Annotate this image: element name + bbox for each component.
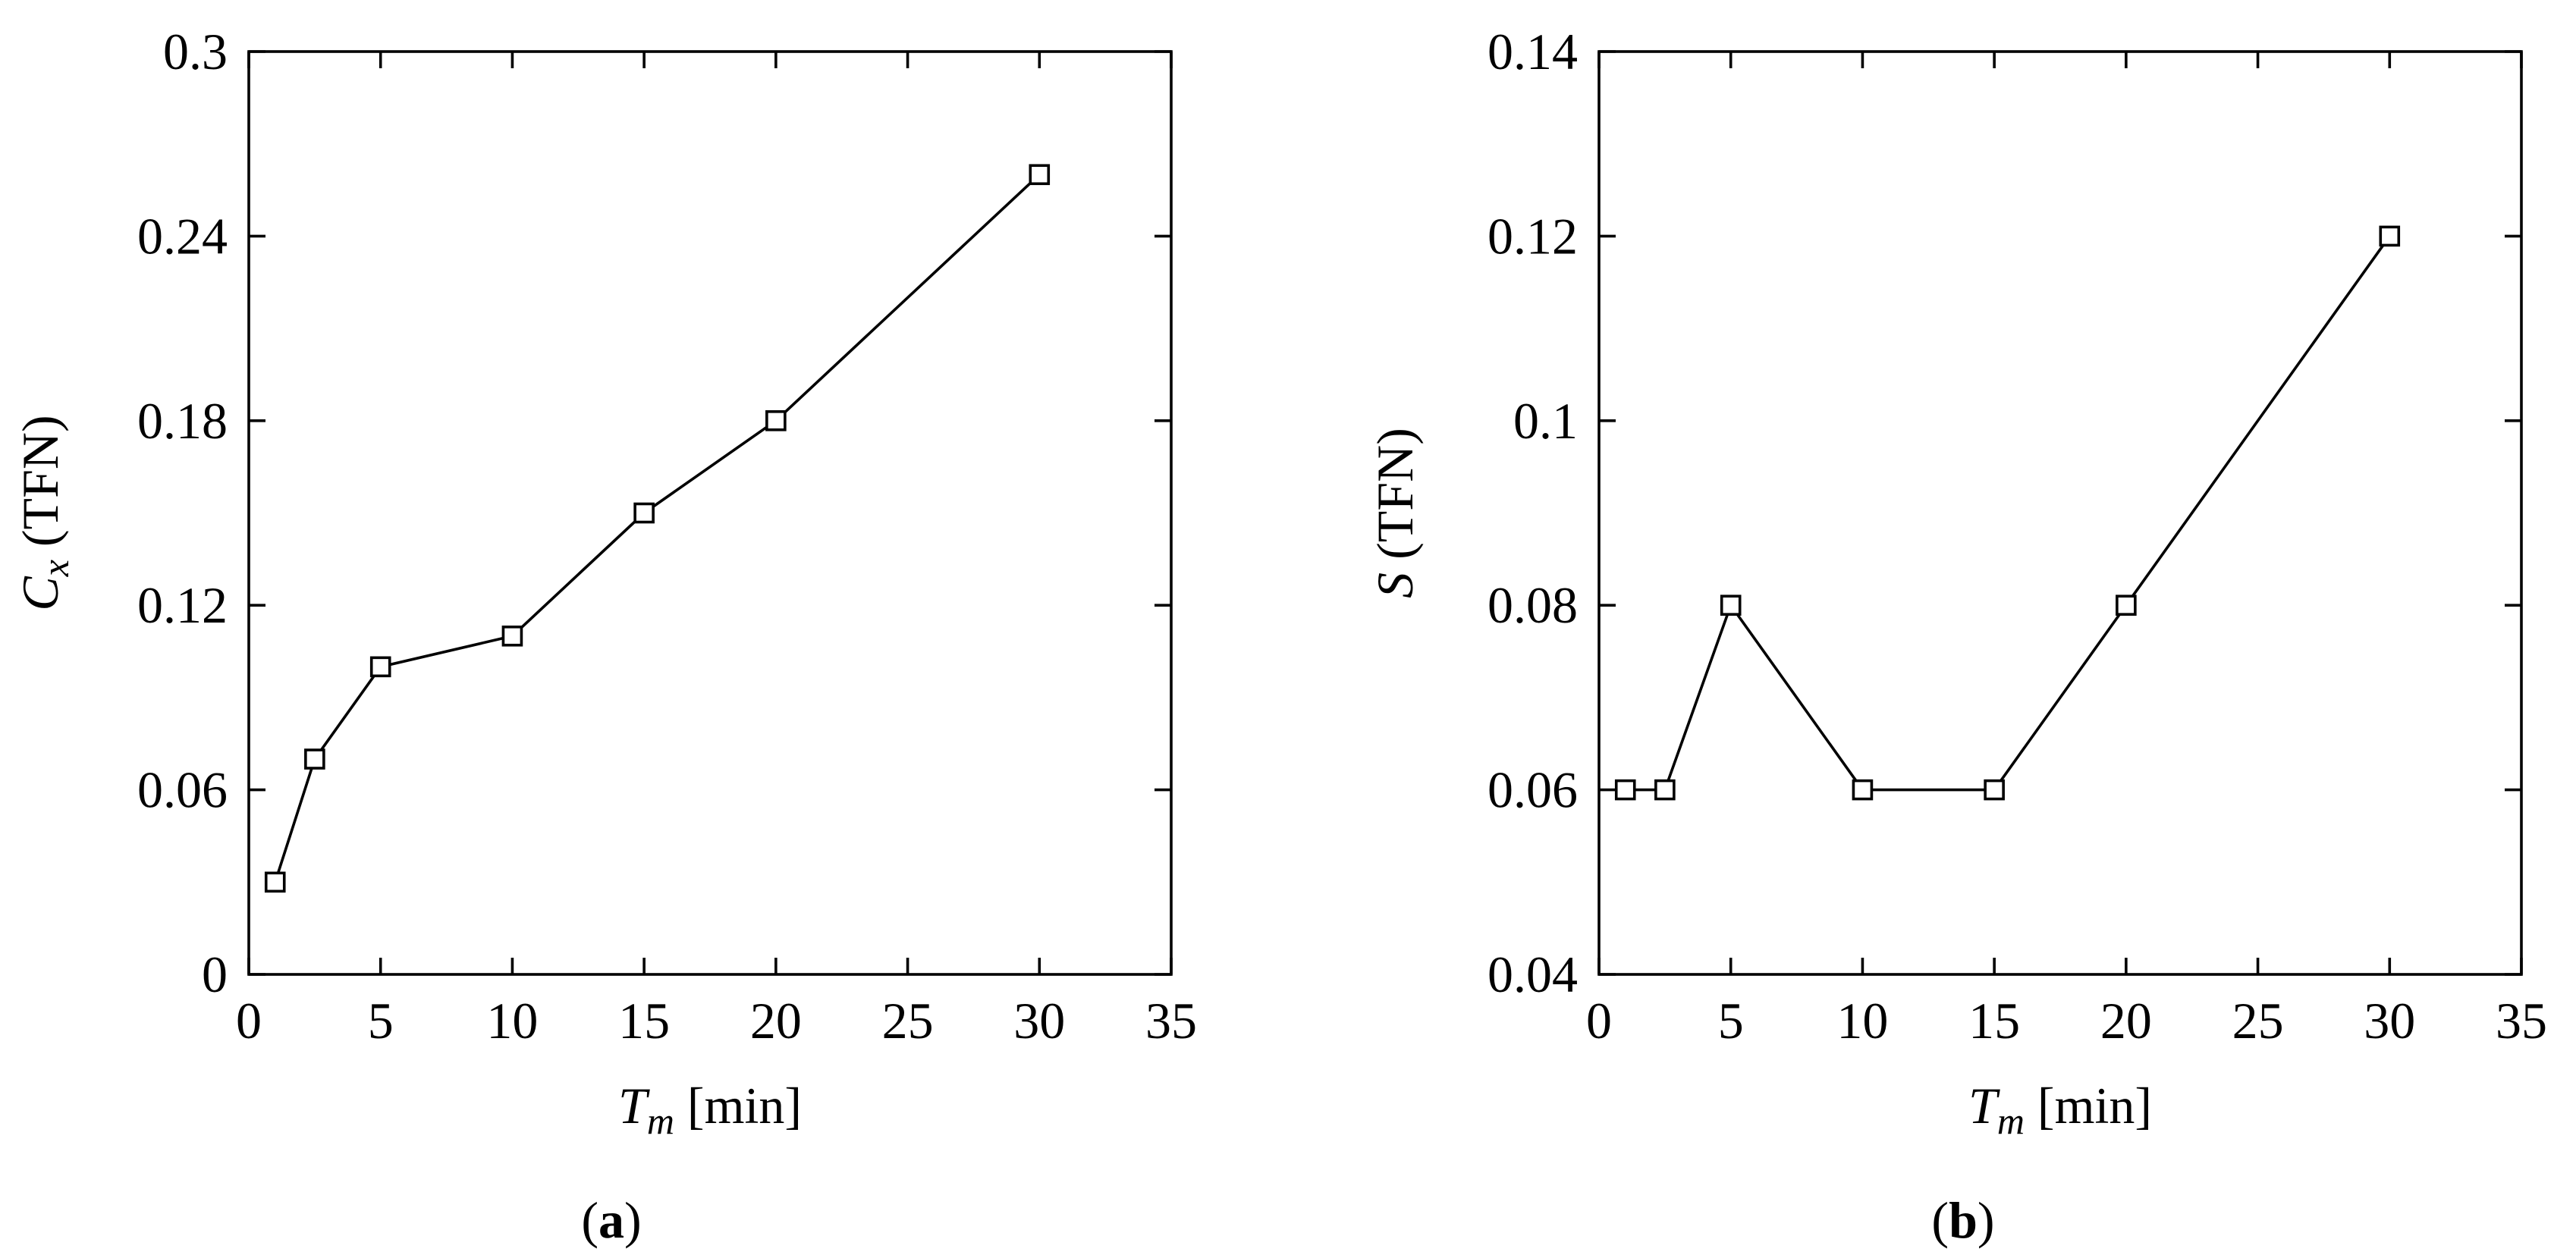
- y-tick-label: 0.1: [1513, 392, 1578, 450]
- panel-label: (a): [581, 1191, 641, 1249]
- x-axis-label: Tm [min]: [1968, 1077, 2152, 1142]
- data-point-marker: [304, 748, 325, 770]
- panel-label: (b): [1931, 1191, 1994, 1249]
- data-point-marker: [2379, 225, 2401, 247]
- x-tick-label: 15: [1968, 992, 2020, 1049]
- x-tick-label: 20: [2100, 992, 2152, 1049]
- x-tick-label: 5: [368, 992, 394, 1049]
- x-tick-label: 0: [236, 992, 262, 1049]
- data-point-marker: [1720, 594, 1742, 616]
- data-point-marker: [633, 502, 655, 524]
- x-axis-label: Tm [min]: [618, 1077, 802, 1142]
- x-tick-label: 30: [2364, 992, 2415, 1049]
- chart-panel-a: 0 5 10 15 20 25 30 35 0 0.06 0.12 0.18 0.24 0.3 Tm [mi…: [11, 23, 1197, 1249]
- data-point-marker: [501, 625, 523, 647]
- x-tick-label: 5: [1718, 992, 1744, 1049]
- data-point-marker: [264, 871, 286, 893]
- x-tick-label: 35: [2496, 992, 2547, 1049]
- y-tick-label: 0.18: [137, 392, 228, 450]
- y-tick-label: 0.08: [1487, 576, 1578, 634]
- plot-frame: [1597, 50, 2523, 976]
- y-tick-label: 0.04: [1487, 946, 1578, 1003]
- x-tick-label: 0: [1586, 992, 1612, 1049]
- data-point-marker: [765, 409, 787, 431]
- y-tick-label: 0: [202, 946, 228, 1003]
- y-axis-label: S (TFN): [1366, 428, 1424, 598]
- y-tick-label: 0.12: [137, 576, 228, 634]
- y-tick-label: 0.24: [137, 207, 228, 265]
- y-tick-label: 0.06: [137, 761, 228, 819]
- data-point-marker: [1852, 779, 1874, 801]
- data-point-marker: [2116, 594, 2137, 616]
- x-tick-label: 30: [1013, 992, 1065, 1049]
- x-tick-label: 15: [618, 992, 670, 1049]
- y-tick-label: 0.06: [1487, 761, 1578, 819]
- y-tick-label: 0.12: [1487, 207, 1578, 265]
- x-tick-label: 25: [882, 992, 934, 1049]
- x-tick-label: 10: [1836, 992, 1888, 1049]
- y-axis-label: Cx (TFN): [11, 415, 77, 610]
- data-point-marker: [1614, 779, 1636, 801]
- data-point-marker: [1984, 779, 2005, 801]
- data-point-marker: [369, 656, 391, 678]
- y-tick-label: 0.3: [163, 23, 228, 80]
- data-point-marker: [1654, 779, 1676, 801]
- x-tick-label: 20: [750, 992, 802, 1049]
- data-point-marker: [1029, 164, 1051, 186]
- chart-panel-b: 0 5 10 15 20 25 30 35 0.04 0.06 0.08 0.1 0.12 0.14 Tm …: [1366, 23, 2547, 1249]
- plot-frame: [247, 50, 1173, 976]
- y-tick-label: 0.14: [1487, 23, 1578, 80]
- x-tick-label: 10: [486, 992, 538, 1049]
- x-tick-label: 25: [2232, 992, 2284, 1049]
- x-tick-label: 35: [1145, 992, 1197, 1049]
